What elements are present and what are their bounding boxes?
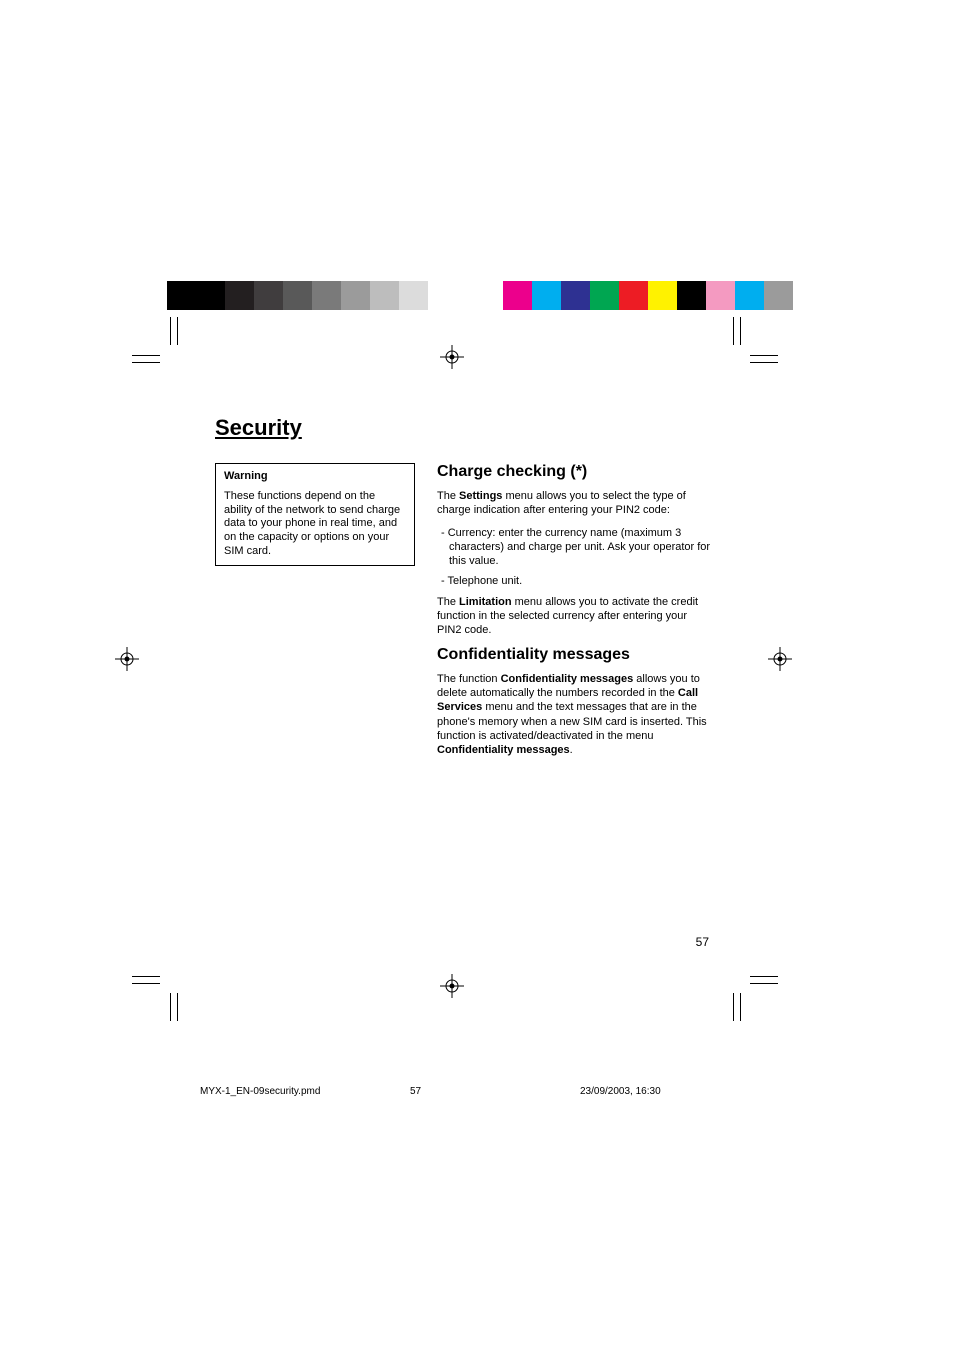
paragraph: The Limitation menu allows you to activa… bbox=[437, 595, 712, 638]
list-item: - Currency: enter the currency name (max… bbox=[437, 526, 712, 569]
color-swatch bbox=[341, 281, 370, 310]
footer-datetime: 23/09/2003, 16:30 bbox=[580, 1086, 661, 1097]
color-calibration-bar-right bbox=[503, 281, 793, 310]
list-item: - Telephone unit. bbox=[437, 574, 712, 588]
color-swatch bbox=[619, 281, 648, 310]
page-body: Security Warning These functions depend … bbox=[215, 415, 740, 765]
color-calibration-bar-left bbox=[167, 281, 457, 310]
color-swatch bbox=[167, 281, 196, 310]
two-column-layout: Warning These functions depend on the ab… bbox=[215, 463, 740, 765]
warning-heading: Warning bbox=[224, 470, 406, 484]
paragraph: The Settings menu allows you to select t… bbox=[437, 489, 712, 518]
registration-mark-icon bbox=[440, 974, 464, 998]
color-swatch bbox=[312, 281, 341, 310]
color-swatch bbox=[254, 281, 283, 310]
color-swatch bbox=[532, 281, 561, 310]
paragraph: The function Confidentiality messages al… bbox=[437, 672, 712, 758]
bold-conf1: Confidentiality messages bbox=[501, 673, 634, 685]
left-column: Warning These functions depend on the ab… bbox=[215, 463, 415, 765]
color-swatch bbox=[735, 281, 764, 310]
color-swatch bbox=[428, 281, 457, 310]
footer-pagenum: 57 bbox=[410, 1086, 580, 1097]
registration-mark-icon bbox=[768, 647, 792, 671]
section-heading-confidentiality: Confidentiality messages bbox=[437, 646, 712, 664]
bold-settings: Settings bbox=[459, 490, 502, 502]
color-swatch bbox=[590, 281, 619, 310]
registration-mark-icon bbox=[440, 345, 464, 369]
color-swatch bbox=[503, 281, 532, 310]
color-swatch bbox=[764, 281, 793, 310]
color-swatch bbox=[561, 281, 590, 310]
bold-limitation: Limitation bbox=[459, 596, 512, 608]
color-swatch bbox=[399, 281, 428, 310]
footer-filename: MYX-1_EN-09security.pmd bbox=[200, 1086, 410, 1097]
color-swatch bbox=[196, 281, 225, 310]
warning-text: These functions depend on the ability of… bbox=[224, 490, 406, 559]
bold-conf2: Confidentiality messages bbox=[437, 744, 570, 756]
color-swatch bbox=[370, 281, 399, 310]
color-swatch bbox=[648, 281, 677, 310]
color-swatch bbox=[706, 281, 735, 310]
page-title: Security bbox=[215, 415, 740, 441]
color-swatch bbox=[283, 281, 312, 310]
color-swatch bbox=[677, 281, 706, 310]
registration-mark-icon bbox=[115, 647, 139, 671]
page-number: 57 bbox=[696, 935, 709, 949]
warning-box: Warning These functions depend on the ab… bbox=[215, 463, 415, 566]
footer: MYX-1_EN-09security.pmd 57 23/09/2003, 1… bbox=[200, 1086, 740, 1097]
right-column: Charge checking (*) The Settings menu al… bbox=[437, 463, 712, 765]
section-heading-charge: Charge checking (*) bbox=[437, 463, 712, 481]
color-swatch bbox=[225, 281, 254, 310]
